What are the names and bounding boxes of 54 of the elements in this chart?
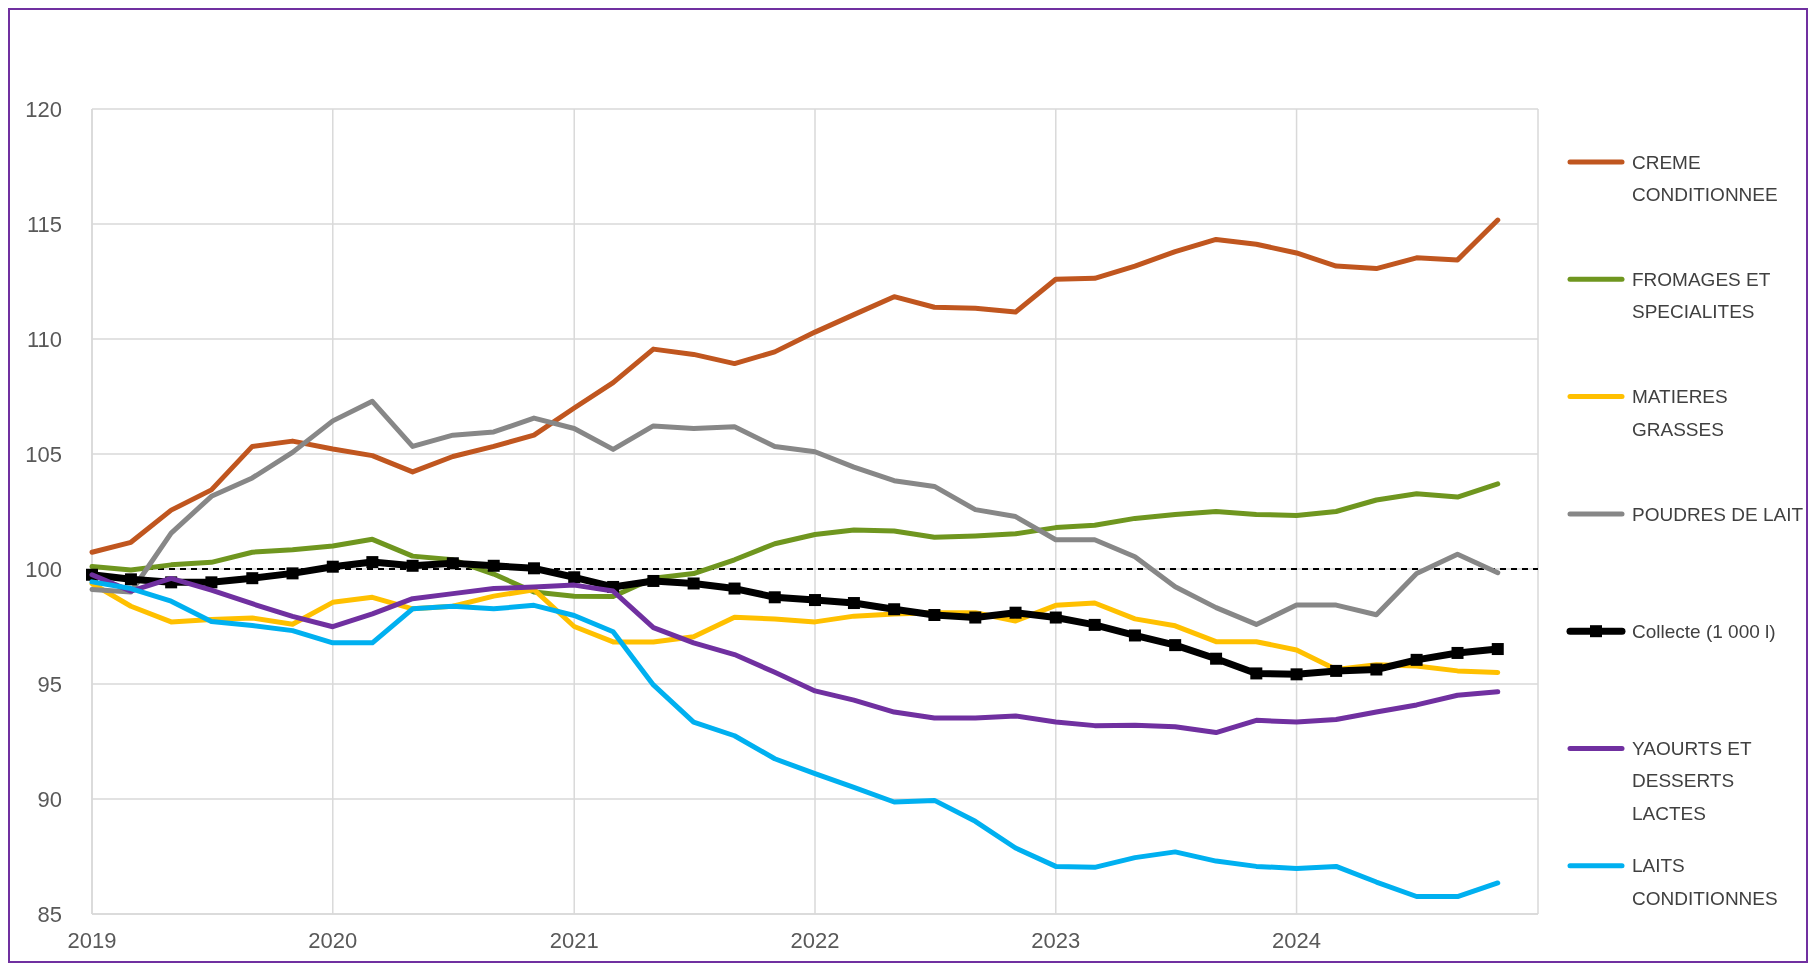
x-tick-label: 2020: [308, 928, 358, 953]
x-tick-label: 2022: [790, 928, 840, 953]
point: [446, 557, 459, 570]
point: [647, 574, 660, 587]
y-tick-label: 100: [25, 556, 62, 582]
point: [1169, 639, 1182, 652]
x-tick-label: 2021: [549, 928, 599, 953]
point: [568, 571, 581, 584]
x-tick-label: 2019: [67, 928, 117, 953]
point: [847, 597, 860, 610]
point: [286, 567, 299, 580]
y-tick-label: 120: [25, 96, 62, 122]
point: [928, 609, 941, 621]
y-tick-label: 105: [25, 441, 62, 467]
point: [1128, 629, 1141, 642]
legend-label: Collecte (1 000 l): [1632, 620, 1776, 642]
y-tick-label: 90: [37, 786, 62, 812]
point: [888, 603, 901, 616]
point: [1049, 611, 1062, 624]
x-tick-label: 2023: [1031, 928, 1081, 953]
point: [1009, 606, 1022, 619]
point: [728, 582, 741, 595]
point: [527, 562, 540, 575]
x-tick-label: 2024: [1272, 928, 1322, 953]
point: [326, 560, 339, 573]
point: [1088, 618, 1101, 631]
legend-label: LAITS CONDITIONNES: [1632, 855, 1778, 909]
y-tick-label: 115: [26, 211, 62, 237]
point: [1410, 653, 1423, 666]
legend-label: MATIERES GRASSES: [1632, 386, 1728, 440]
point: [768, 591, 781, 604]
point: [1451, 646, 1464, 659]
point: [1250, 667, 1263, 680]
point: [124, 573, 137, 586]
y-tick-label: 95: [37, 671, 62, 697]
point: [487, 559, 500, 572]
point: [246, 572, 259, 585]
point: [366, 556, 379, 569]
point: [1330, 664, 1343, 677]
point: [1370, 663, 1383, 676]
point: [1491, 643, 1504, 656]
point: [809, 594, 821, 607]
point: [406, 559, 419, 572]
legend-label: FROMAGES ET SPECIALITES: [1632, 268, 1771, 323]
legend-label: POUDRES DE LAIT: [1632, 503, 1804, 525]
point: [969, 611, 982, 624]
y-tick-label: 85: [37, 901, 62, 927]
point: [205, 576, 218, 589]
point: [687, 577, 700, 590]
point: [1210, 652, 1223, 665]
point: [1290, 668, 1303, 681]
y-tick-label: 110: [26, 326, 62, 352]
legend-label: YAOURTS ET DESSERTS LACTES: [1632, 738, 1753, 824]
legend-label: CREME CONDITIONNEE: [1632, 151, 1778, 205]
